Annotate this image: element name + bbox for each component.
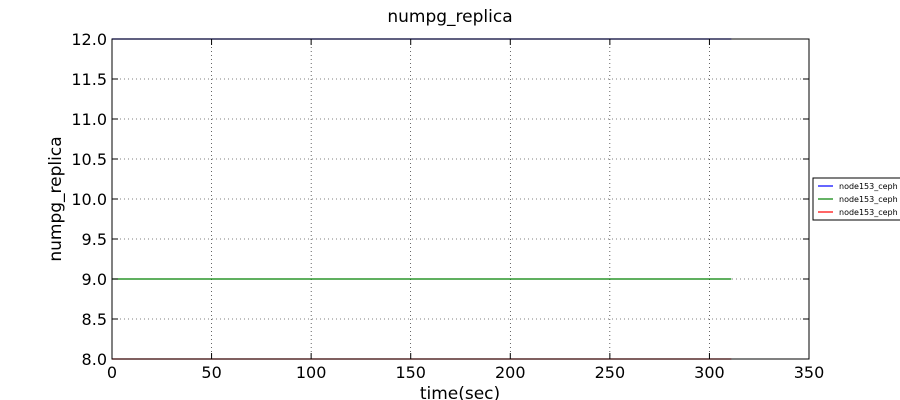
x-tick-label: 150 [395, 363, 426, 382]
x-tick-label: 100 [296, 363, 327, 382]
y-tick-label: 10.0 [71, 190, 107, 209]
y-tick-label: 12.0 [71, 30, 107, 49]
x-tick-label: 250 [595, 363, 626, 382]
y-tick-label: 9.5 [82, 230, 107, 249]
chart-title: numpg_replica [387, 7, 512, 27]
y-tick-label: 8.5 [82, 310, 107, 329]
y-tick-label: 10.5 [71, 150, 107, 169]
x-tick-label: 300 [694, 363, 725, 382]
x-tick-label: 350 [794, 363, 825, 382]
y-tick-label: 9.0 [82, 270, 107, 289]
y-axis-label: numpg_replica [46, 136, 66, 261]
legend: node153_ceph node153_ceph node153_ceph [812, 177, 900, 221]
grid [111, 38, 810, 360]
legend-label-1: node153_ceph [839, 182, 898, 191]
legend-label-2: node153_ceph [839, 195, 898, 204]
legend-label-3: node153_ceph [839, 208, 898, 217]
x-tick-label: 0 [107, 363, 117, 382]
x-tick-label: 50 [201, 363, 221, 382]
axis-ticks: 0 50 100 150 200 250 300 350 8.0 8.5 9.0 9.5 10.0 10.… [71, 30, 824, 382]
y-tick-label: 8.0 [82, 350, 107, 369]
x-axis-label: time(sec) [420, 384, 500, 400]
x-tick-label: 200 [495, 363, 526, 382]
y-tick-label: 11.5 [71, 70, 107, 89]
y-tick-label: 11.0 [71, 110, 107, 129]
